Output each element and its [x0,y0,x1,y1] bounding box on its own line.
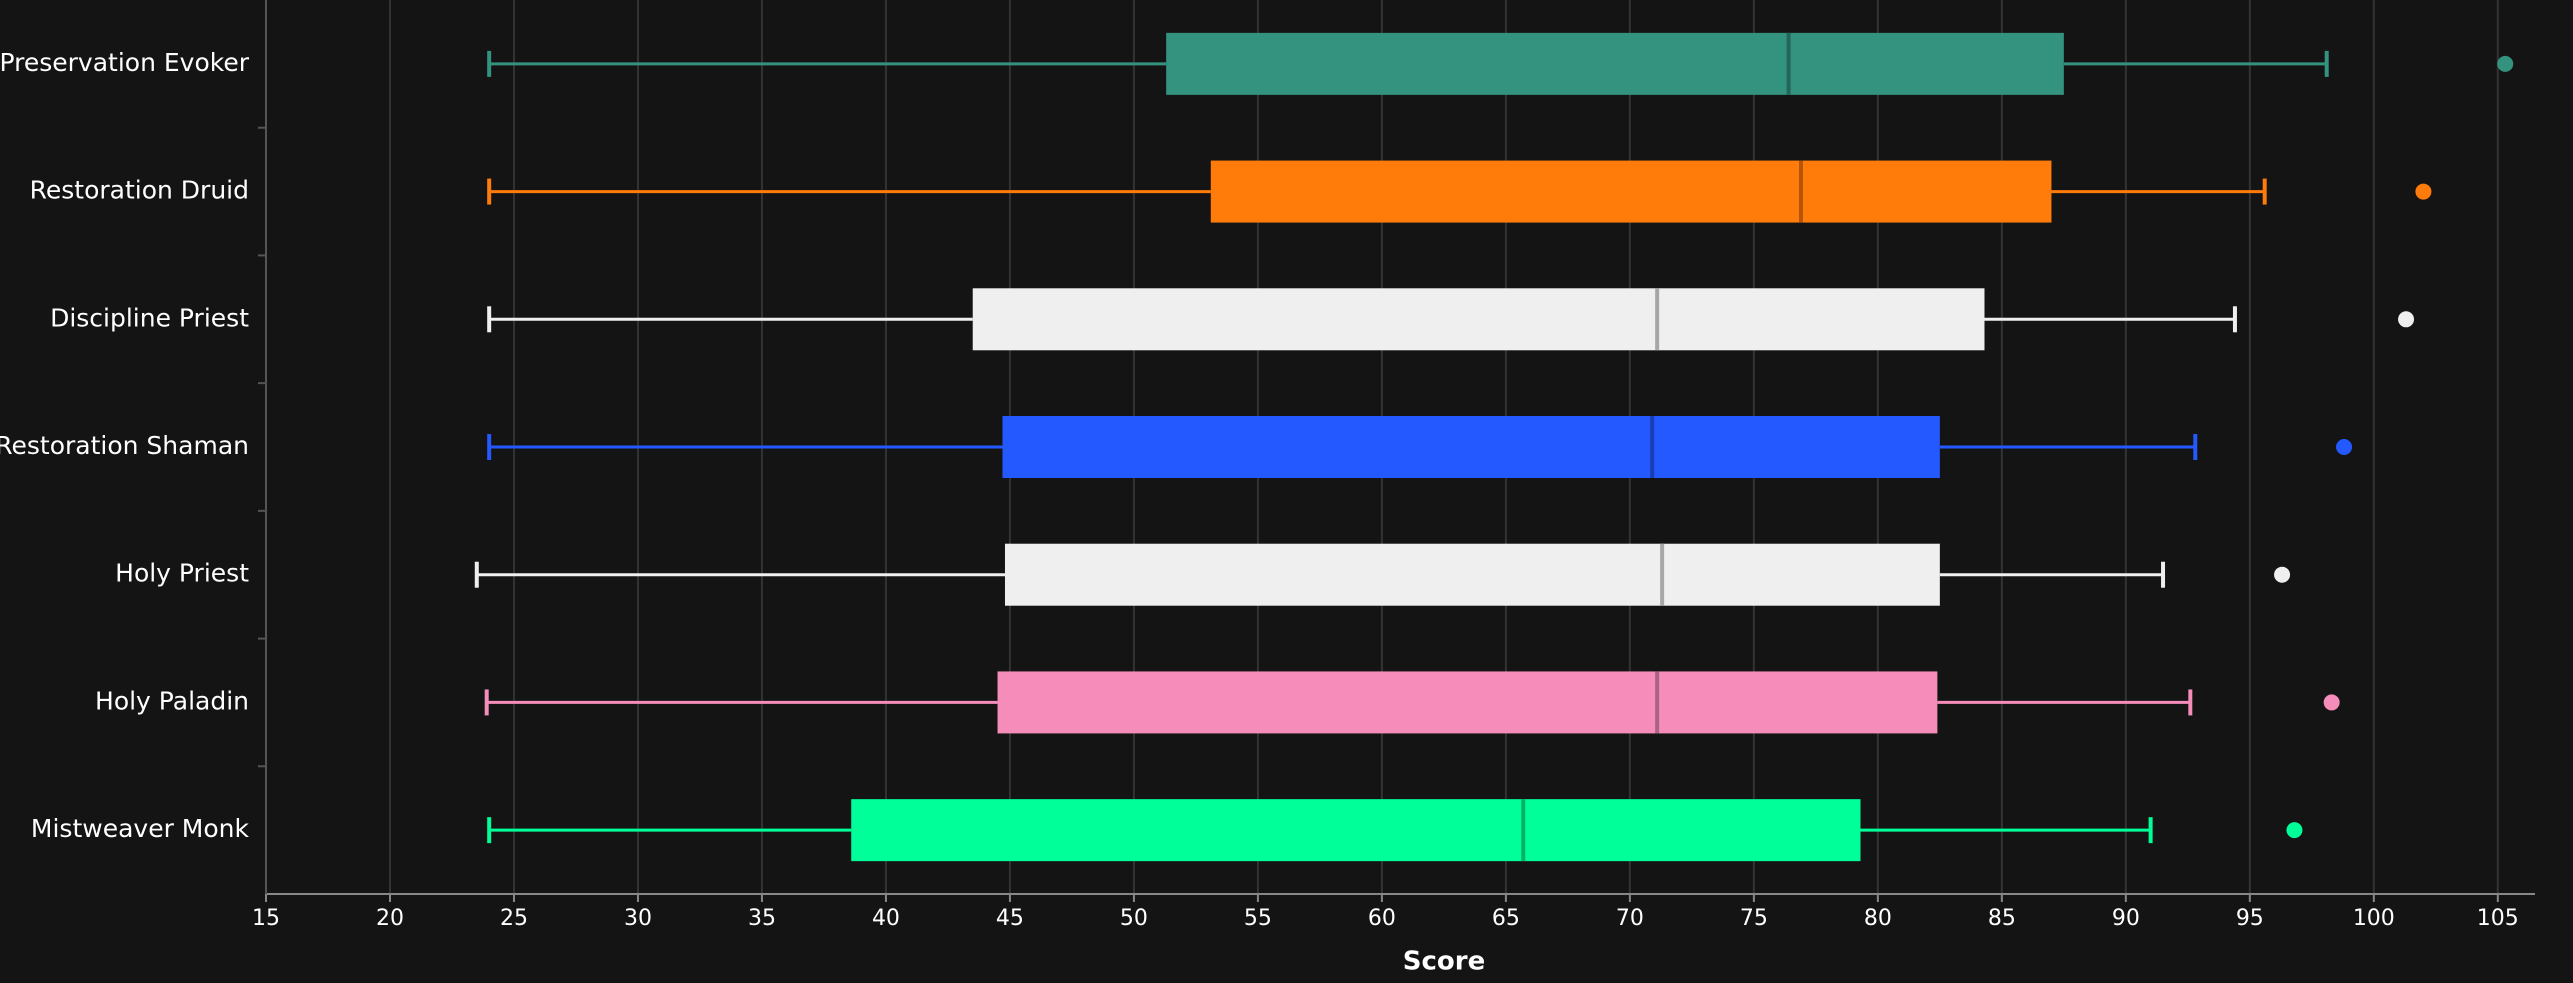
category-label: Restoration Shaman [0,431,249,460]
outlier [2274,566,2291,583]
x-tick-label: 70 [1616,906,1644,931]
x-tick-label: 15 [252,906,280,931]
x-tick-label: 50 [1120,906,1148,931]
box [1210,160,2052,223]
box [851,799,1861,862]
box [997,671,1938,734]
x-tick-label: 90 [2112,906,2140,931]
x-tick-label: 75 [1740,906,1768,931]
x-tick-label: 85 [1988,906,2016,931]
x-tick-label: 25 [500,906,528,931]
outlier [2323,694,2340,711]
outlier [2398,311,2415,328]
box [1166,32,2064,95]
x-tick-label: 40 [872,906,900,931]
category-label: Discipline Priest [50,303,249,332]
x-tick-label: 20 [376,906,404,931]
x-tick-label: 95 [2236,906,2264,931]
outlier [2497,55,2514,72]
x-axis-title: Score [1403,947,1485,977]
x-tick-label: 60 [1368,906,1396,931]
category-label: Preservation Evoker [0,48,250,77]
x-tick-label: 100 [2353,906,2395,931]
x-tick-label: 105 [2477,906,2519,931]
x-tick-label: 35 [748,906,776,931]
box [1004,543,1940,606]
outlier [2336,439,2353,455]
category-label: Holy Priest [115,559,249,588]
outlier [2286,822,2303,839]
x-tick-label: 45 [996,906,1024,931]
category-label: Restoration Druid [30,176,249,205]
box [972,288,1985,351]
category-label: Mistweaver Monk [31,814,250,843]
x-tick-label: 30 [624,906,652,931]
box [1002,416,1940,478]
category-label: Holy Paladin [95,686,249,715]
outlier [2415,183,2432,200]
x-tick-label: 65 [1492,906,1520,931]
x-tick-label: 55 [1244,906,1272,931]
x-tick-label: 80 [1864,906,1892,931]
